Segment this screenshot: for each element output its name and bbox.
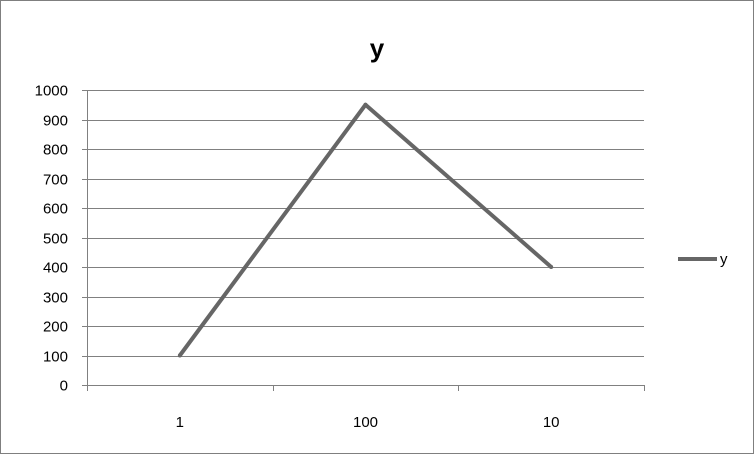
y-tick-label: 800: [43, 142, 68, 159]
gridlines: [87, 90, 644, 357]
data-point: [363, 102, 368, 107]
y-tick-label: 200: [43, 319, 68, 336]
y-tick-label: 700: [43, 172, 68, 189]
y-tick-label: 900: [43, 113, 68, 130]
y-tick-label: 0: [60, 378, 68, 395]
y-tick-label: 100: [43, 349, 68, 366]
y-tick-label: 400: [43, 260, 68, 277]
x-tick-label: 10: [543, 414, 560, 431]
y-tick-labels: 0 100 200 300 400 500 600 700 800 900 1000: [35, 83, 68, 395]
series-lines: [177, 102, 554, 358]
x-tick-labels: 1 100 10: [176, 414, 560, 431]
legend: y: [678, 251, 728, 268]
data-point: [177, 353, 182, 358]
data-point: [549, 265, 554, 269]
y-tick-label: 1000: [35, 83, 68, 100]
legend-label-y: y: [720, 251, 728, 268]
axes: [82, 90, 645, 391]
chart-title: y: [370, 33, 385, 63]
y-tick-label: 600: [43, 201, 68, 218]
x-tick-label: 100: [353, 414, 378, 431]
series-line-y: [178, 102, 553, 357]
y-tick-label: 500: [43, 231, 68, 248]
y-tick-label: 300: [43, 290, 68, 307]
x-tick-label: 1: [176, 414, 184, 431]
